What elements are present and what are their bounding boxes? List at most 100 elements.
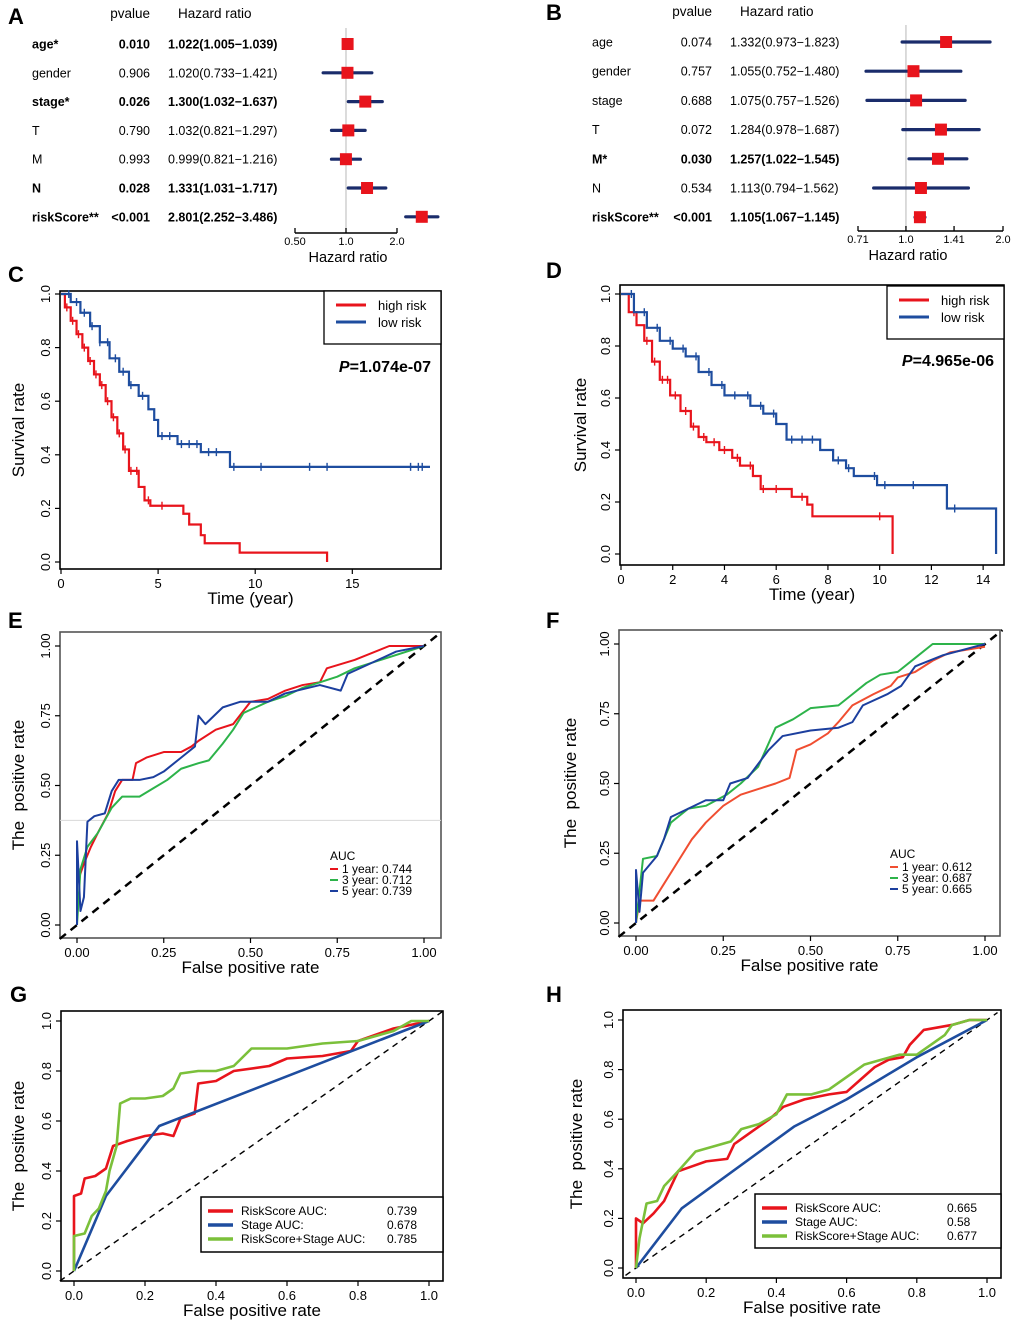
panel-g: G 0.0 0.2 0.4 0.6 0.8 1.0 0.0 0.2 0.4 0.6 0.8 1.0 Fa… bbox=[0, 978, 460, 1329]
plot-frame bbox=[60, 1010, 444, 1282]
diagonal-reference-line bbox=[59, 1010, 444, 1282]
x-tick-label: 4 bbox=[721, 572, 728, 587]
x-tick-label: 0.50 bbox=[798, 943, 823, 958]
legend-value: 0.739 bbox=[387, 1204, 417, 1218]
roc-plot-g: 0.0 0.2 0.4 0.6 0.8 1.0 0.0 0.2 0.4 0.6 0.8 1.0 Fals… bbox=[9, 1010, 444, 1320]
hr-marker bbox=[931, 152, 944, 165]
x-axis-title: False positive rate bbox=[741, 956, 879, 975]
y-tick-label: 0.50 bbox=[597, 771, 612, 796]
roc-curve-1-year bbox=[635, 645, 986, 924]
km-curve-high-risk bbox=[621, 292, 894, 554]
legend-label: RiskScore+Stage AUC: bbox=[241, 1232, 365, 1246]
p-value-annotation: P=4.965e-06 bbox=[902, 353, 994, 370]
diagonal-reference-line bbox=[625, 1011, 998, 1277]
x-tick-label: 8 bbox=[824, 572, 831, 587]
x-axis-title: Hazard ratio bbox=[868, 248, 947, 264]
row-hazard-ratio: 1.032(0.821−1.297) bbox=[168, 124, 277, 138]
legend-label: low risk bbox=[378, 315, 422, 330]
panel-d: D 0.0 0.2 0.4 0.6 0.8 1.0 0 2 4 6 8 10 12 14 Time (yea… bbox=[520, 258, 1020, 620]
row-label: M* bbox=[592, 152, 607, 166]
legend-value: 0.58 bbox=[947, 1215, 971, 1229]
y-tick-label: 1.00 bbox=[38, 633, 53, 658]
x-tick-label: 14 bbox=[976, 572, 990, 587]
y-tick-label: 0.50 bbox=[38, 773, 53, 798]
x-tick-label: 1.41 bbox=[943, 234, 964, 246]
roc-curve-5-year bbox=[635, 643, 986, 923]
row-hazard-ratio: 0.999(0.821−1.216) bbox=[168, 153, 277, 167]
x-tick-label: 0.25 bbox=[711, 943, 736, 958]
x-tick-label: 2.0 bbox=[389, 236, 404, 248]
y-axis-title: Survival rate bbox=[571, 378, 590, 472]
row-pvalue: 0.688 bbox=[681, 94, 712, 108]
x-tick-label: 0.6 bbox=[838, 1285, 856, 1300]
hr-marker bbox=[361, 182, 374, 194]
panel-c: C 0.0 0.2 0.4 0.6 0.8 1.0 0 5 10 15 Time (year) Sur… bbox=[0, 262, 460, 620]
km-curve-low-risk bbox=[621, 292, 998, 554]
legend-label: Stage AUC: bbox=[795, 1215, 858, 1229]
legend-label: high risk bbox=[378, 298, 427, 313]
row-hazard-ratio: 1.257(1.022−1.545) bbox=[730, 152, 839, 166]
row-hazard-ratio: 1.055(0.752−1.480) bbox=[730, 65, 839, 79]
y-tick-label: 0.8 bbox=[601, 1061, 616, 1079]
row-hazard-ratio: 1.332(0.973−1.823) bbox=[730, 36, 839, 50]
y-tick-label: 0.8 bbox=[38, 339, 53, 357]
row-hazard-ratio: 1.331(1.031−1.717) bbox=[168, 182, 277, 196]
x-tick-label: 6 bbox=[773, 572, 780, 587]
y-axis-title: The positive rate bbox=[9, 720, 28, 850]
x-tick-label: 0.8 bbox=[349, 1288, 367, 1303]
x-tick-label: 0.75 bbox=[885, 943, 910, 958]
row-hazard-ratio: 1.075(0.757−1.526) bbox=[730, 94, 839, 108]
x-tick-label: 10 bbox=[872, 572, 886, 587]
x-tick-label: 10 bbox=[248, 576, 262, 591]
y-tick-label: 0.4 bbox=[39, 1162, 54, 1180]
roc-plot-e: 0.00 0.25 0.50 0.75 1.00 0.00 0.25 0.50 0.75 1.00… bbox=[9, 631, 443, 977]
x-tick-label: 12 bbox=[924, 572, 938, 587]
legend-value: 0.665 bbox=[947, 1201, 977, 1215]
x-tick-label: 0.4 bbox=[207, 1288, 225, 1303]
x-tick-label: 0.00 bbox=[64, 945, 89, 960]
y-axis-title: The positive rate bbox=[9, 1081, 28, 1211]
row-label: N bbox=[32, 182, 41, 196]
legend-label: high risk bbox=[941, 293, 990, 308]
legend-value: 0.678 bbox=[387, 1218, 417, 1232]
panel-h: H 0.0 0.2 0.4 0.6 0.8 1.0 0.0 0.2 0.4 0.6 0.8 1.0 Fa… bbox=[520, 978, 1020, 1329]
y-tick-label: 0.6 bbox=[601, 1110, 616, 1128]
y-tick-label: 0.75 bbox=[597, 701, 612, 726]
row-label: riskScore** bbox=[592, 211, 659, 225]
legend-label: 3 year: 0.687 bbox=[902, 871, 972, 885]
row-label: M bbox=[32, 153, 42, 167]
x-tick-label: 0.71 bbox=[847, 234, 868, 246]
panel-letter-b: B bbox=[546, 0, 562, 25]
row-hazard-ratio: 1.300(1.032−1.637) bbox=[168, 95, 277, 109]
plot-frame bbox=[622, 1009, 1002, 1279]
y-tick-label: 1.0 bbox=[38, 285, 53, 303]
y-axis-title: The positive rate bbox=[567, 1079, 586, 1209]
row-pvalue: 0.072 bbox=[681, 123, 712, 137]
legend-box bbox=[886, 285, 1005, 340]
legend-label: 1 year: 0.744 bbox=[342, 862, 412, 876]
legend-label: 3 year: 0.712 bbox=[342, 873, 412, 887]
row-pvalue: 0.028 bbox=[119, 182, 150, 196]
row-label: stage bbox=[592, 94, 623, 108]
y-tick-label: 0.25 bbox=[38, 843, 53, 868]
hr-marker bbox=[910, 94, 923, 107]
row-hazard-ratio: 1.105(1.067−1.145) bbox=[730, 211, 839, 225]
row-label: age* bbox=[32, 38, 59, 52]
panel-a: A pvalue Hazard ratio age* 0.010 1.022(1.005… bbox=[0, 0, 460, 268]
row-label: gender bbox=[592, 65, 631, 79]
row-label: stage* bbox=[32, 95, 70, 109]
x-tick-label: 5 bbox=[154, 576, 161, 591]
diagonal-reference-line bbox=[617, 629, 1004, 938]
row-pvalue: 0.906 bbox=[119, 66, 150, 80]
y-tick-label: 1.0 bbox=[601, 1011, 616, 1029]
row-hazard-ratio: 1.284(0.978−1.687) bbox=[730, 123, 839, 137]
panel-letter-h: H bbox=[546, 982, 562, 1007]
panel-e: E 0.00 0.25 0.50 0.75 1.00 0.00 0.25 0.50 0.75 1.… bbox=[0, 608, 460, 978]
x-tick-label: 0 bbox=[57, 576, 64, 591]
x-tick-label: 2 bbox=[669, 572, 676, 587]
y-tick-label: 1.0 bbox=[39, 1012, 54, 1030]
legend-box bbox=[754, 1193, 1002, 1249]
row-hazard-ratio: 1.022(1.005−1.039) bbox=[168, 38, 277, 52]
y-tick-label: 0.00 bbox=[38, 912, 53, 937]
panel-letter-a: A bbox=[8, 4, 24, 29]
